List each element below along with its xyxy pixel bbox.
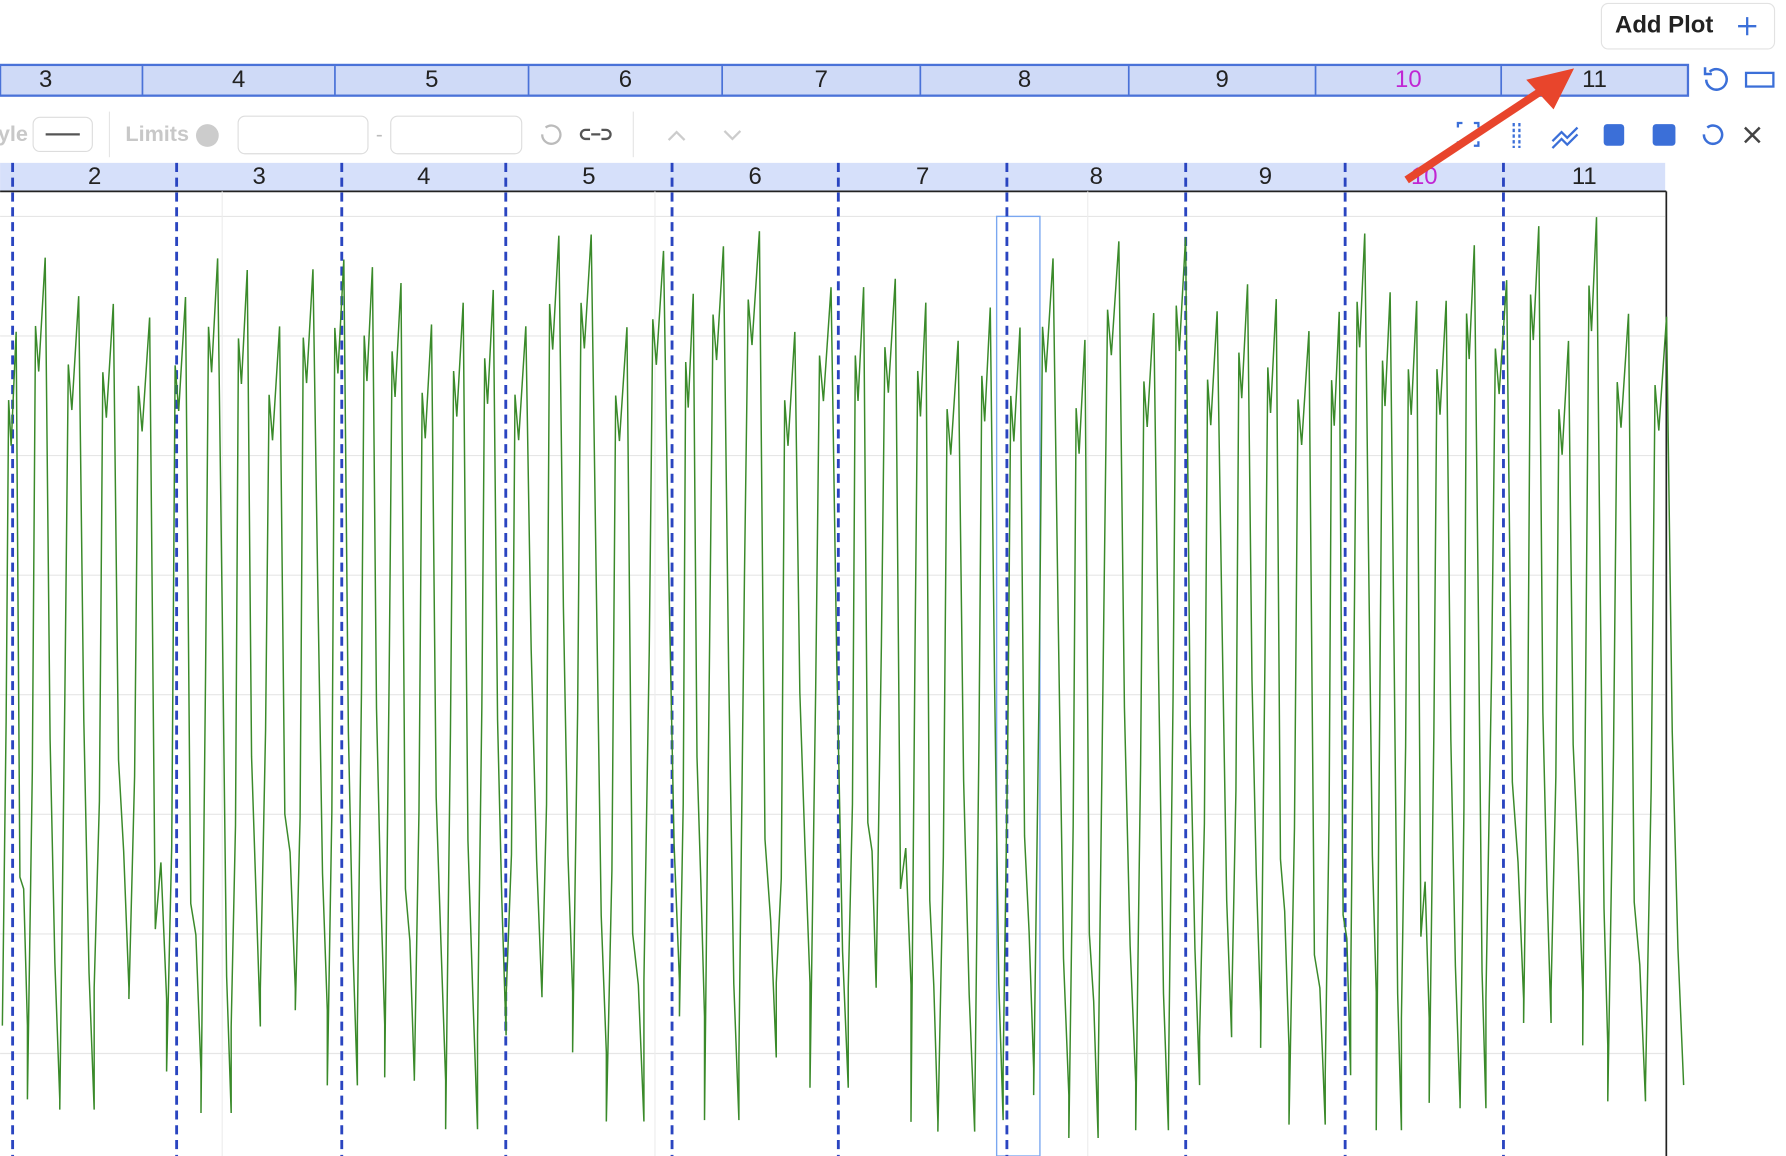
- lap-label: 5: [425, 66, 438, 93]
- lap-label: 10: [1395, 66, 1422, 93]
- compare-icon[interactable]: [1551, 126, 1579, 149]
- image-icon[interactable]: [1652, 124, 1676, 146]
- plot-lap-label: 7: [916, 163, 929, 190]
- plot-lap-label: 8: [1090, 163, 1103, 190]
- lap-label: 8: [1018, 66, 1031, 93]
- lap-label: 3: [39, 66, 52, 93]
- plot-lap-label: 4: [417, 163, 430, 190]
- plot-lap-label: 9: [1259, 163, 1272, 190]
- fit-icon[interactable]: [1456, 121, 1480, 147]
- arrow-icons[interactable]: [667, 130, 742, 141]
- plot-lap-label: 2: [88, 163, 101, 190]
- lap-label: 6: [619, 66, 632, 93]
- plot: 2 3 4 5 6 7 8 9 10 11: [0, 162, 1685, 1156]
- add-plot-button[interactable]: [1600, 2, 1776, 50]
- reset-icon[interactable]: [1702, 124, 1724, 146]
- reset-icon[interactable]: [1703, 67, 1728, 91]
- plot-lap-label: 3: [253, 163, 266, 190]
- annotation-arrowhead: [1526, 68, 1575, 110]
- lap-label: 7: [815, 66, 828, 93]
- cursor-icon[interactable]: [1512, 123, 1521, 149]
- lap-label: 11: [1582, 66, 1607, 93]
- limit-min-input[interactable]: [237, 115, 369, 155]
- limit-max-input[interactable]: [390, 115, 523, 155]
- plot-lap-bar: [0, 162, 1666, 192]
- info-icon: [195, 124, 219, 147]
- close-icon[interactable]: [1744, 126, 1761, 144]
- annotation-arrow: [1404, 80, 1554, 184]
- link-icon[interactable]: [579, 128, 612, 141]
- lap-bar-bg: [0, 63, 1690, 97]
- ruler-icon[interactable]: [1744, 71, 1775, 88]
- plot-lap-label: 6: [749, 163, 762, 190]
- selection-window: [995, 215, 1041, 1156]
- lap-label: 4: [232, 66, 245, 93]
- plot-lap-label: 11: [1572, 163, 1597, 190]
- lap-label: 9: [1215, 66, 1228, 93]
- limits-label: Limits: [125, 121, 189, 146]
- plus-icon: [1738, 17, 1757, 36]
- reset-limits-icon[interactable]: [541, 124, 562, 145]
- two-icon[interactable]: [1603, 124, 1625, 146]
- style-label: yle: [0, 121, 28, 146]
- range-separator: -: [376, 123, 383, 146]
- add-plot-label[interactable]: Add Plot: [1615, 12, 1713, 39]
- plot-lap-label: 5: [582, 163, 595, 190]
- lap-bar: 3 4 5 6 7 8 9 10 11: [0, 63, 1690, 97]
- waveform: [1, 217, 1685, 1139]
